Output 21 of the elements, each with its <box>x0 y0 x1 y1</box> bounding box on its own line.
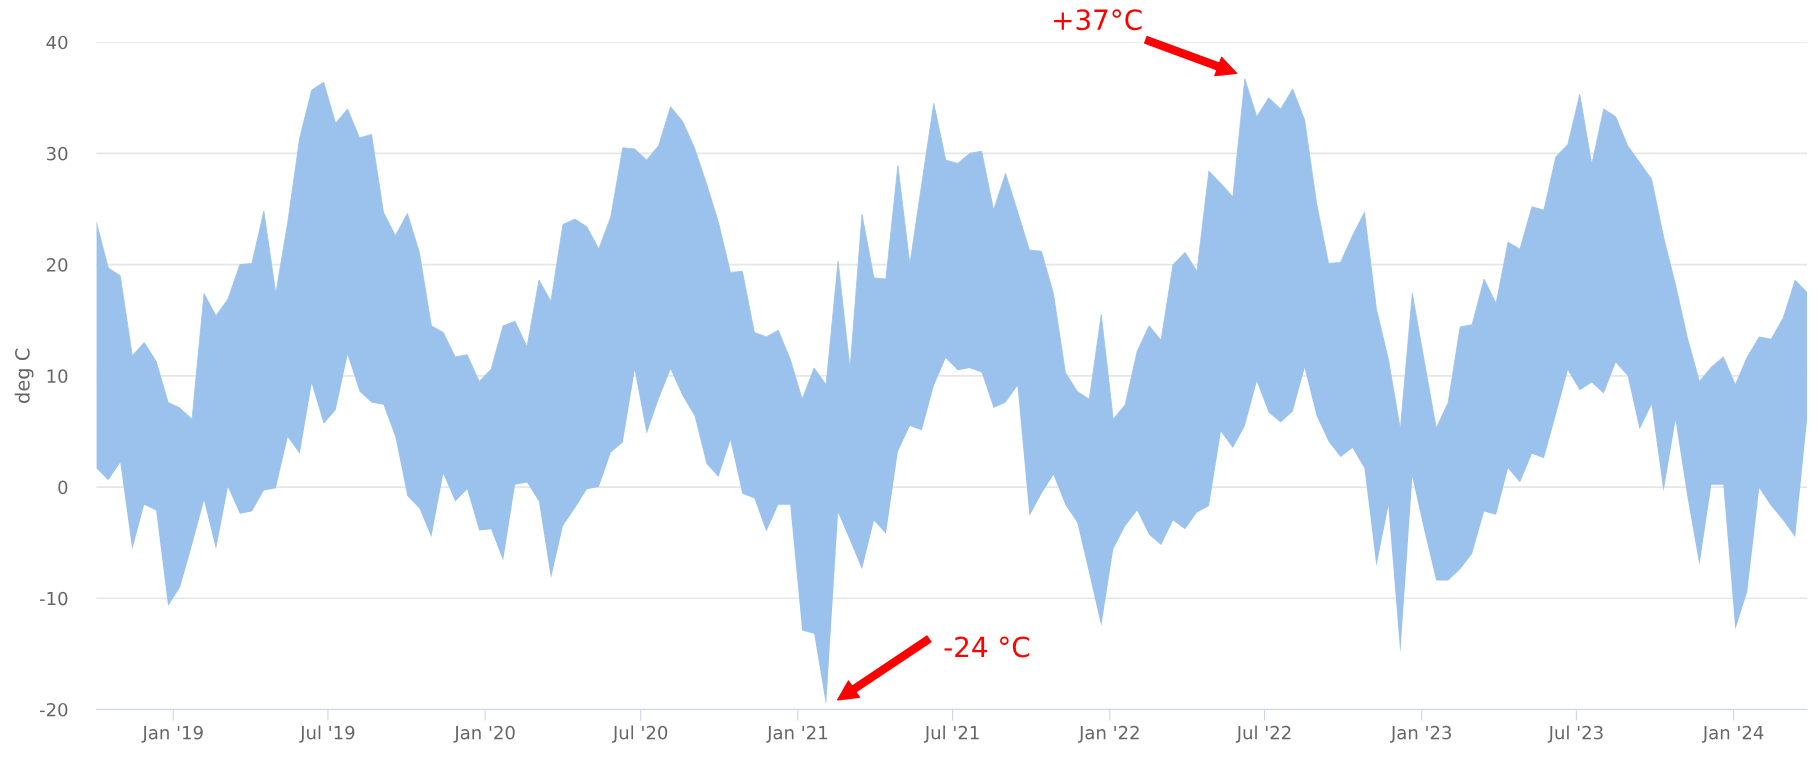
x-tick-label: Jan '20 <box>453 725 515 743</box>
x-tick-label: Jan '23 <box>1390 725 1452 743</box>
annotation: -24 °C <box>944 636 1030 658</box>
y-axis-title: deg C <box>14 348 34 403</box>
text: +37°C <box>1054 9 1142 31</box>
y-tick-label: 40 <box>46 35 68 50</box>
x-tick-label: Jul '22 <box>1235 725 1291 743</box>
y-tick-label: 30 <box>46 146 68 161</box>
x-tick-label: Jul '21 <box>923 725 979 743</box>
y-tick-label: 20 <box>46 258 68 272</box>
x-tick-label: Jan '22 <box>1078 725 1139 743</box>
y-tick-label: 10 <box>47 369 68 383</box>
y-tick-label: 0 <box>58 480 68 495</box>
x-tick-label: Jan '24 <box>1701 725 1764 743</box>
x-tick-label: Jul '20 <box>612 725 668 743</box>
x-tick-label: Jan '21 <box>766 725 827 743</box>
x-tick-label: Jul '23 <box>1547 725 1603 743</box>
x-tick-label: Jan '19 <box>141 725 203 743</box>
y-tick-label: -10 <box>39 591 68 606</box>
y-tick-label: -20 <box>39 702 68 717</box>
x-tick-label: Jul '19 <box>299 725 355 743</box>
